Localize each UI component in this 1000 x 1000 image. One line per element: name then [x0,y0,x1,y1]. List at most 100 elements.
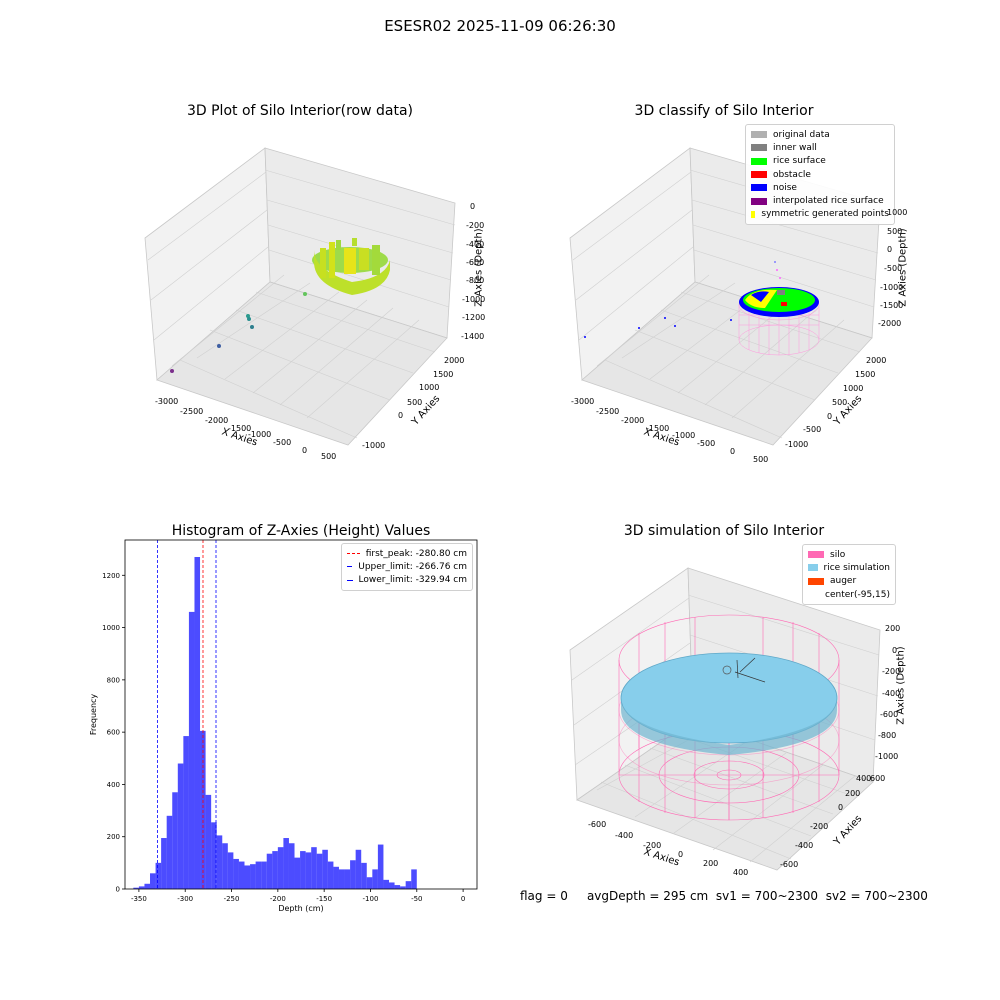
classify-x-tick: -3000 [571,397,595,406]
histogram-chart[interactable]: -350 -300 -250 -200 -150 -100 -50 0 0 200 400 600 80… [80,530,480,920]
simulation-x-tick: 400 [733,868,749,877]
simulation-z-tick: -1000 [875,752,899,761]
classify-y-tick: 1500 [855,370,876,379]
histogram-bar [405,881,412,889]
raw-z-tick: -1400 [461,332,485,341]
histogram-bar [250,864,256,889]
legend-label: Upper_limit: -266.76 cm [358,561,467,572]
simulation-x-tick: -600 [588,820,607,829]
x-tick-label: -200 [270,895,286,903]
figure-title: ESESR02 2025-11-09 06:26:30 [384,17,616,35]
simulation-y-tick: 200 [845,789,861,798]
legend-label: interpolated rice surface [773,196,884,207]
histogram-bar [411,869,417,889]
legend-item: rice surface [751,155,889,168]
pane-floor [156,281,448,446]
legend-item: original data [751,128,889,141]
histogram-bar [261,861,267,889]
classify-z-label: Z Axies (Depth) [897,228,909,307]
histogram-bar [144,883,151,889]
classify-panel-title: 3D classify of Silo Interior [634,103,814,119]
histogram-bar [166,815,173,889]
raw-z-tick: -800 [466,276,485,285]
histogram-bar [138,886,145,889]
classify-y-tick: -1000 [785,440,809,449]
legend-label: first_peak: -280.80 cm [365,548,467,559]
legend-swatch [808,564,818,572]
raw-x-tick: 0 [302,446,308,455]
classify-x-tick: -2500 [596,407,620,416]
raw-x-tick: -500 [273,438,292,447]
classify-z-tick: -1500 [880,301,904,310]
legend-swatch [751,197,767,205]
histogram-bar [150,873,156,889]
histogram-bar [183,736,189,889]
simulation-x-tick: 0 [678,850,684,859]
histogram-bar [322,849,328,889]
raw-point-cloud [170,238,390,373]
histogram-bar [305,852,312,889]
classify-x-tick: 500 [753,455,769,464]
legend-item: Lower_limit: -329.94 cm [347,574,467,587]
simulation-z-tick: -400 [882,689,901,698]
histogram-bar [316,853,323,889]
histogram-bar [211,822,217,889]
y-axis-label: Frequency [89,694,98,736]
legend-line [347,566,353,568]
simulation-3d-plot[interactable] [555,560,935,900]
legend-label: center(-95,15) [825,589,890,600]
classify-z-tick: -1000 [880,283,904,292]
histogram-legend: first_peak: -280.80 cm Upper_limit: -266… [341,543,473,591]
x-tick-label: -250 [224,895,240,903]
x-tick-label: -150 [316,895,332,903]
histogram-bar [288,843,295,889]
histogram-bar [344,869,351,889]
histogram-bar [394,885,401,889]
simulation-z-tick: -200 [882,667,901,676]
histogram-bar [300,851,306,889]
histogram-bar [377,844,384,889]
raw-x-tick: -1500 [228,424,252,433]
legend-label: silo [830,549,846,560]
simulation-y-tick: 0 [838,803,844,812]
simulation-y-tick: -600 [780,860,799,869]
legend-item: first_peak: -280.80 cm [347,547,467,560]
histogram-bar [216,835,223,889]
pane-floor [576,719,874,871]
legend-item: rice simulation [808,561,890,574]
sv2-readout: sv2 = 700~2300 [825,889,928,903]
legend-label: noise [773,182,797,193]
simulation-z-tick: 0 [892,646,898,655]
classify-y-tick: 2000 [866,356,887,365]
raw-y-tick: 0 [398,411,404,420]
histogram-bar [272,851,278,889]
histogram-bar [133,887,139,889]
raw-z-tick: -1000 [462,295,486,304]
legend-item: center(-95,15) [808,588,890,601]
raw-x-tick: -2000 [205,416,229,425]
legend-swatch [808,591,819,598]
classify-y-tick: 1000 [843,384,864,393]
classify-z-tick: -2000 [878,319,902,328]
histogram-bar [255,861,262,889]
legend-swatch [751,210,756,218]
simulation-x-tick: 200 [703,859,719,868]
simulation-y-tick: 400 [856,774,872,783]
histogram-bar [266,853,273,889]
legend-item: Upper_limit: -266.76 cm [347,560,467,573]
status-line: flag = 0 avgDepth = 295 cm sv1 = 700~230… [520,889,928,903]
y-tick-label: 1000 [102,624,120,632]
classify-z-tick: 0 [887,245,893,254]
legend-swatch [751,184,767,192]
y-tick-label: 800 [107,676,120,684]
y-tick-label: 0 [116,886,120,894]
raw-z-label: Z Axies (Depth) [473,228,485,307]
histogram-bar [277,847,284,889]
classify-x-tick: 0 [730,447,736,456]
raw-3d-plot[interactable] [130,130,630,510]
y-tick-label: 1200 [102,572,120,580]
raw-y-tick: 500 [407,398,423,407]
y-tick-label: 200 [107,833,120,841]
histogram-bar [155,862,162,889]
classify-x-tick: -500 [697,439,716,448]
